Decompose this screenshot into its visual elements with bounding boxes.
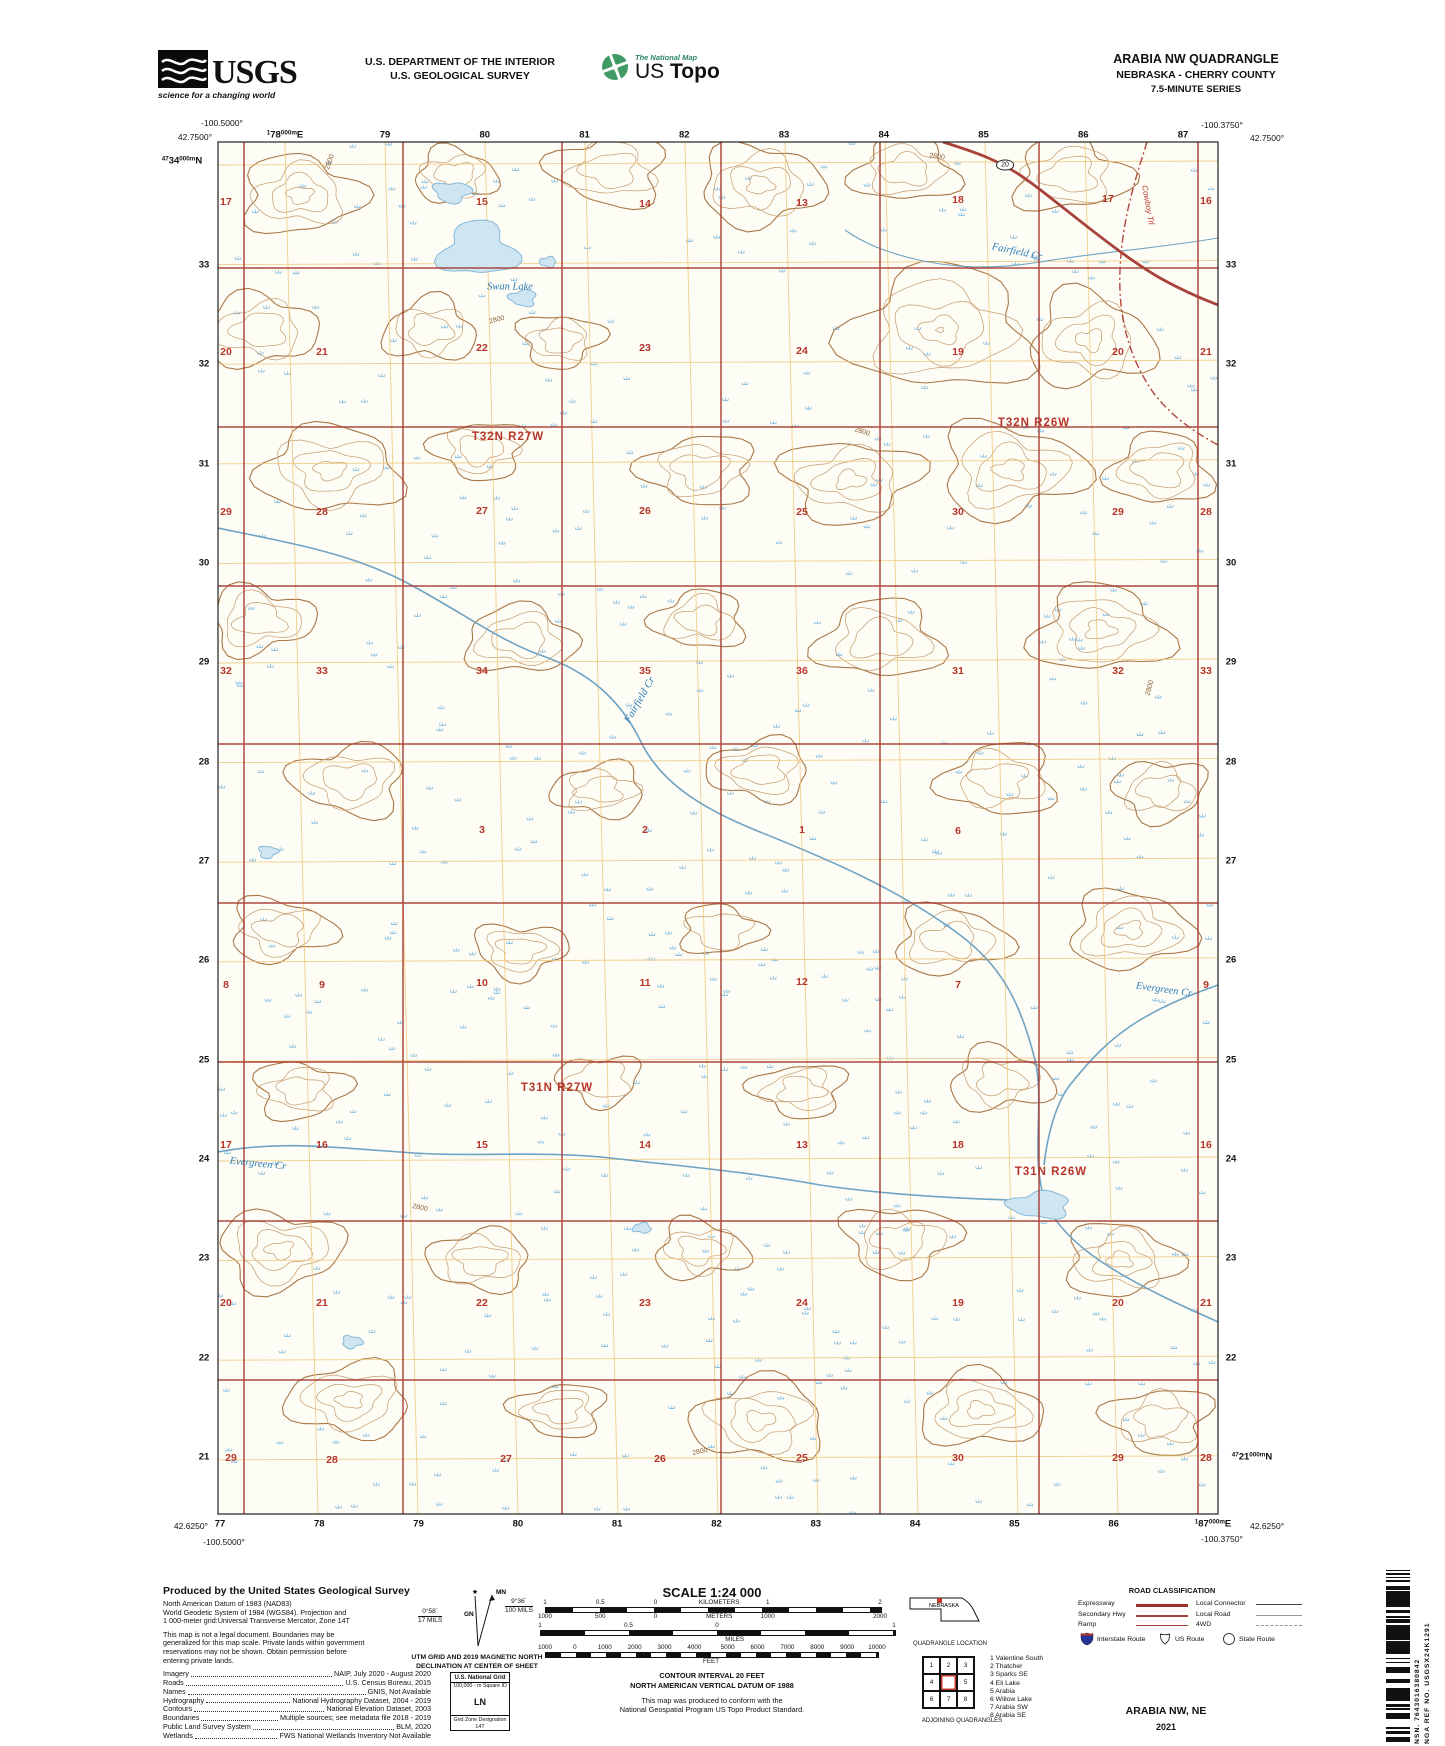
data-source-row: Roads U.S. Census Bureau, 2015 [163, 1677, 431, 1687]
corner-lat-tr: 42.7500° [1250, 133, 1285, 143]
road-class-sample [1256, 1625, 1302, 1626]
declination-caption: UTM GRID AND 2019 MAGNETIC NORTH DECLINA… [411, 1654, 543, 1670]
usgs-acronym: USGS [212, 54, 298, 91]
adjoining-cell: 3 [957, 1657, 974, 1674]
quad-series: 7.5-MINUTE SERIES [1150, 84, 1242, 95]
adjoining-cell: 5 [957, 1674, 974, 1691]
usgs-survey-line: U.S. GEOLOGICAL SURVEY [390, 70, 530, 82]
usgs-wave-mark [158, 50, 208, 88]
adjoining-cell: 1 [923, 1657, 940, 1674]
corner-lon-br: -100.3750° [1201, 1534, 1243, 1544]
data-source-row: Boundaries Multiple sources; see metadata… [163, 1713, 431, 1723]
road-class-sample [1256, 1604, 1302, 1605]
barcode [1386, 1566, 1410, 1744]
production-credits: Produced by the United States Geological… [163, 1585, 431, 1740]
data-source-row: Public Land Survey System BLM, 2020 [163, 1721, 431, 1731]
contour-interval-note: CONTOUR INTERVAL 20 FEET [659, 1671, 765, 1680]
dept-interior-line: U.S. DEPARTMENT OF THE INTERIOR [365, 56, 555, 68]
corner-lon-tr: -100.3750° [1201, 120, 1243, 130]
corner-lon-tl: -100.5000° [201, 118, 243, 128]
ustopo-logo: The National Map US Topo [600, 52, 720, 82]
corner-lon-bl: -100.5000° [203, 1537, 245, 1547]
data-source-row: Hydrography National Hydrography Dataset,… [163, 1695, 431, 1705]
adjoining-quadrangles-names: 1 Valentine South 2 Thatcher 3 Sparks SE 4 … [990, 1655, 1044, 1720]
data-source-row: Imagery NAIP, July 2020 - August 2020 [163, 1669, 431, 1679]
road-class-label: Secondary Hwy [1078, 1610, 1126, 1618]
adjoining-cell: 8 [957, 1691, 974, 1708]
grid-declination-value: 0°58´ 17 MILS [418, 1608, 443, 1624]
road-class-label: Ramp [1078, 1621, 1097, 1628]
state-route-legend: State Route [1222, 1632, 1275, 1646]
road-class-sample [1256, 1614, 1302, 1616]
svg-text:GN: GN [464, 1611, 474, 1618]
svg-text:MN: MN [496, 1589, 506, 1596]
agency-header: U.S. DEPARTMENT OF THE INTERIOR U.S. GEO… [365, 55, 555, 83]
data-source-row: Names GNIS, Not Available [163, 1686, 431, 1696]
national-map-pinwheel-icon [601, 53, 629, 81]
corner-lat-tl: 42.7500° [177, 132, 212, 142]
road-class-sample [1136, 1614, 1188, 1617]
usgs-tagline: science for a changing world [158, 90, 276, 100]
adjoining-caption: ADJOINING QUADRANGLES [921, 1718, 1003, 1724]
ustopo-wordmark: US Topo [635, 59, 720, 83]
standard-note-1: This map was produced to conform with th… [641, 1696, 783, 1705]
scalebar-feet [545, 1652, 879, 1658]
road-classification-title: ROAD CLASSIFICATION [1128, 1586, 1216, 1595]
credits-title: Produced by the United States Geological… [163, 1585, 410, 1597]
quad-location-marker [937, 1598, 942, 1603]
quad-title-block: ARABIA NW QUADRANGLE NEBRASKA - CHERRY C… [1113, 52, 1279, 95]
quad-title: ARABIA NW QUADRANGLE [1113, 52, 1279, 66]
declination-diagram: ★ MN GN [464, 1588, 506, 1647]
road-class-sample [1136, 1625, 1188, 1626]
data-source-row: Contours National Elevation Dataset, 2003 [163, 1704, 431, 1714]
us-route-legend: US Route [1158, 1632, 1204, 1646]
quad-subtitle: NEBRASKA - CHERRY COUNTY [1116, 69, 1276, 81]
scale-title: SCALE 1:24 000 [662, 1585, 762, 1600]
adjoining-cell: 6 [923, 1691, 940, 1708]
road-class-label: 4WD [1196, 1621, 1212, 1628]
corner-lat-bl: 42.6250° [173, 1521, 208, 1531]
road-class-label: Expressway [1078, 1600, 1115, 1607]
interstate-route-legend: Interstate Route [1080, 1632, 1145, 1646]
quad-location-caption: QUADRANGLE LOCATION [913, 1641, 987, 1647]
usng-square-id: LN [474, 1697, 486, 1707]
adjoining-cell [940, 1674, 957, 1691]
svg-text:NEBRASKA: NEBRASKA [929, 1603, 959, 1609]
adjoining-cell: 2 [940, 1657, 957, 1674]
usng-zone: 14T [475, 1724, 485, 1730]
national-map-brand: The National Map [635, 52, 698, 62]
scalebar-kilometers-meters [545, 1607, 882, 1613]
adjoining-cell: 7 [940, 1691, 957, 1708]
road-class-label: Local Road [1196, 1610, 1231, 1618]
adjoining-cell: 4 [923, 1674, 940, 1691]
sheet-year: 2021 [1155, 1722, 1177, 1732]
magnetic-declination-value: 9°36´ 100 MILS [505, 1598, 533, 1614]
barcode-nga-ref: NGA REF NO. USGSX24K1291 [1424, 1622, 1431, 1744]
vertical-datum-note: NORTH AMERICAN VERTICAL DATUM OF 1988 [630, 1681, 794, 1690]
data-source-row: Wetlands FWS National Wetlands Inventory … [163, 1730, 431, 1740]
road-class-label: Local Connector [1196, 1600, 1246, 1607]
standard-note-2: National Geospatial Program US Topo Prod… [619, 1705, 805, 1714]
road-class-sample [1136, 1604, 1188, 1607]
usng-box: U.S. National Grid 100,000 - m Square ID… [450, 1672, 510, 1731]
barcode-nsn: NSN. 7643016380842 [1414, 1658, 1421, 1744]
sheet-name: ARABIA NW, NE [1125, 1705, 1207, 1717]
scalebar-miles [540, 1630, 896, 1636]
state-locator-map: NEBRASKA [909, 1597, 980, 1622]
usgs-logo: USGS science for a changing world [158, 50, 298, 100]
corner-lat-br: 42.6250° [1250, 1521, 1285, 1531]
svg-text:★: ★ [472, 1588, 478, 1596]
